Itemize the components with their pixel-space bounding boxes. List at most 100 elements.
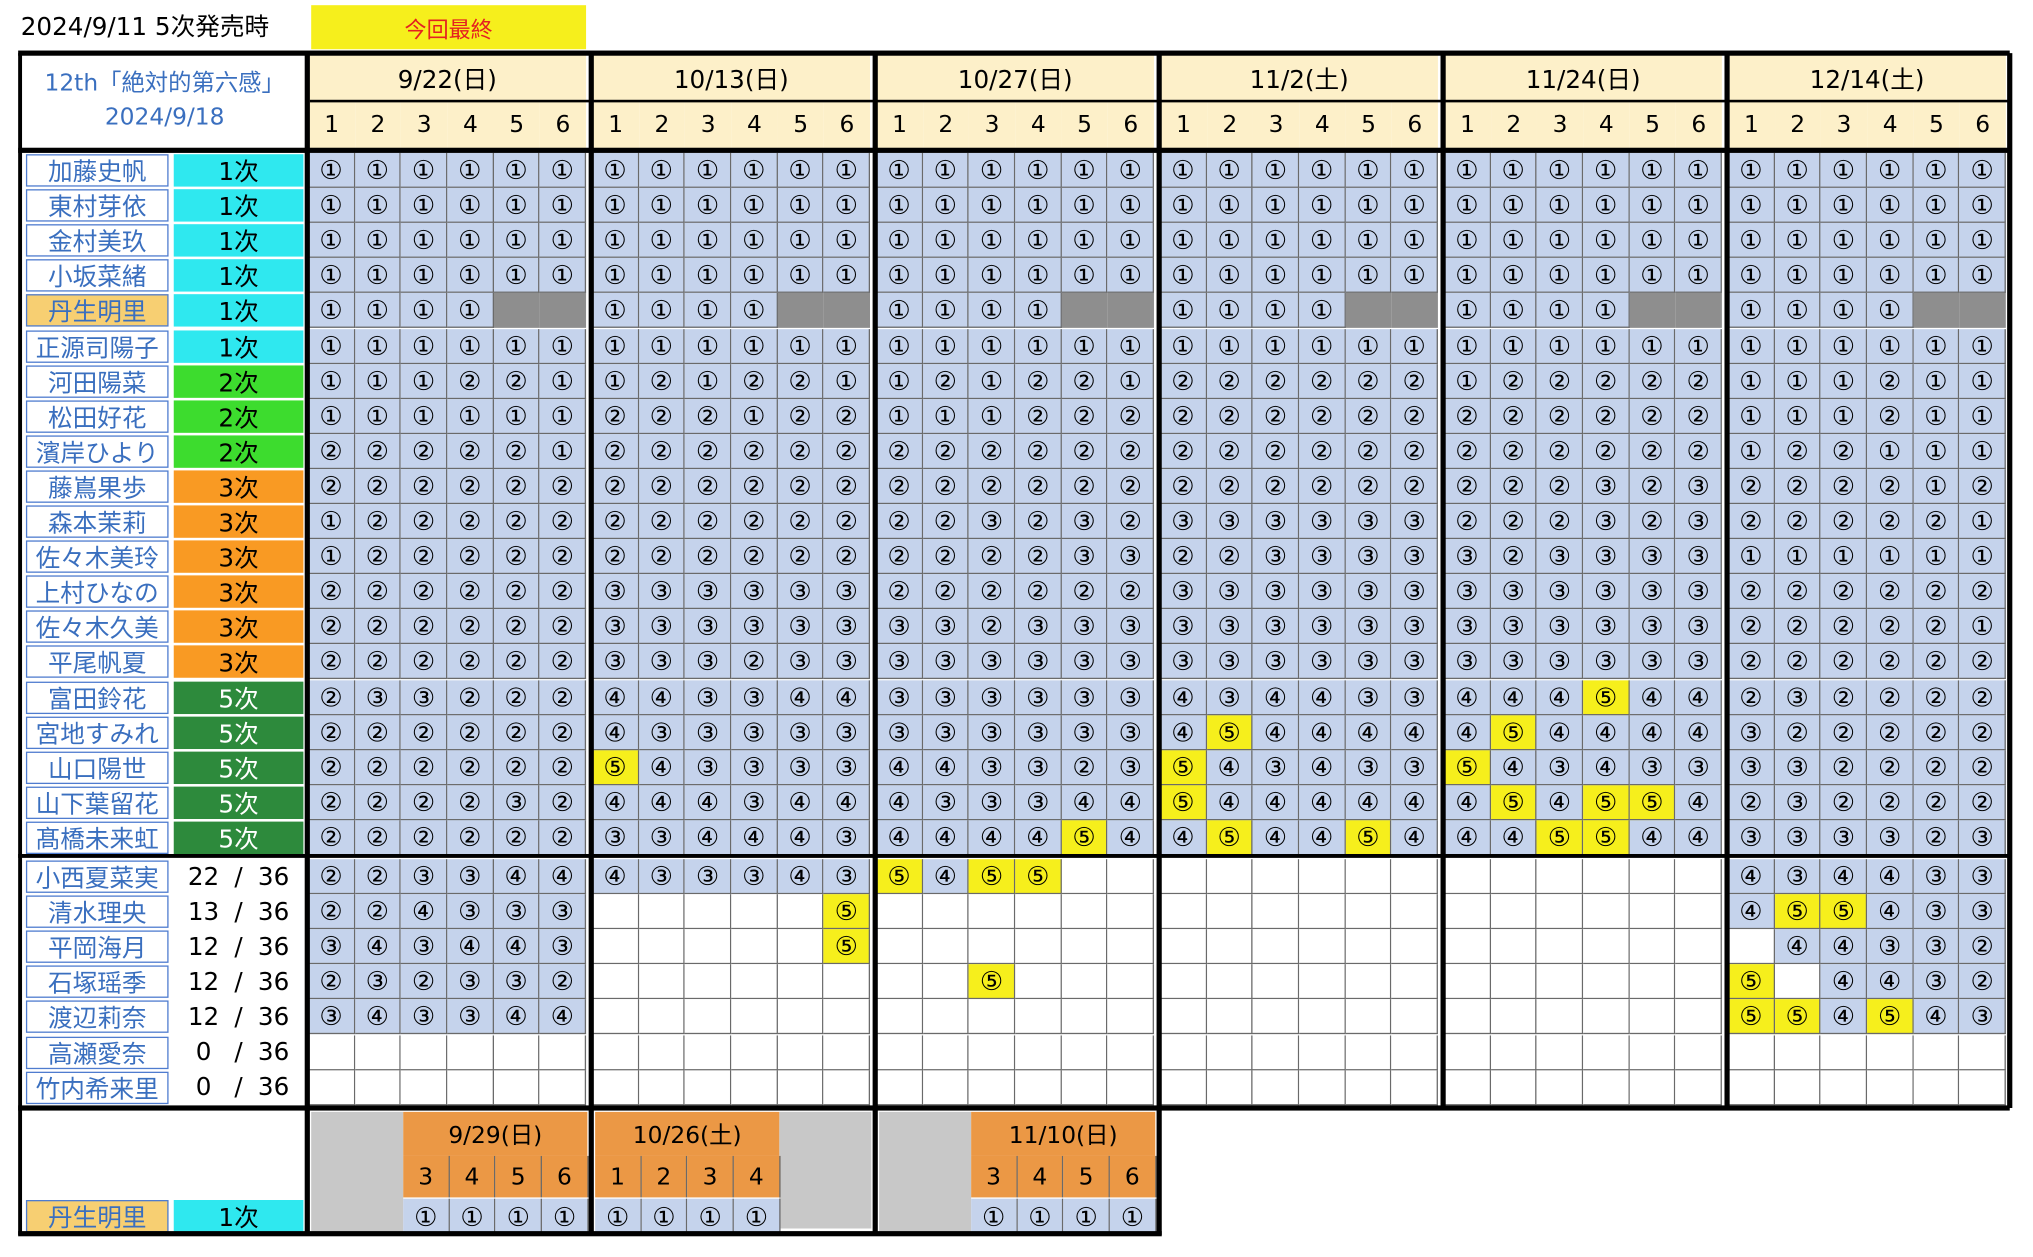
member-name: 加藤史帆 bbox=[25, 154, 169, 187]
draw-cell: ③ bbox=[447, 859, 494, 895]
draw-cell: ② bbox=[493, 679, 540, 715]
draw-cell: ③ bbox=[1959, 859, 2006, 895]
pending-count: 12 bbox=[187, 967, 220, 997]
draw-cell: ③ bbox=[1774, 679, 1821, 715]
draw-cell: ① bbox=[1536, 223, 1584, 259]
draw-cell: ③ bbox=[1675, 539, 1722, 575]
empty-cell bbox=[493, 1034, 540, 1070]
draw-cell: ② bbox=[1774, 433, 1821, 469]
draw-cell: ① bbox=[539, 188, 587, 224]
empty-cell bbox=[1299, 964, 1346, 1000]
draw-cell: ① bbox=[1015, 328, 1062, 364]
unavailable-cell bbox=[1959, 293, 2006, 329]
draw-cell: ② bbox=[1774, 574, 1821, 610]
draw-cell: ③ bbox=[1583, 644, 1630, 680]
draw-cell: ① bbox=[876, 258, 923, 294]
draw-cell: ② bbox=[1061, 363, 1108, 399]
draw-cell: ① bbox=[1913, 223, 1960, 259]
empty-cell bbox=[685, 1069, 732, 1105]
draw-cell: ① bbox=[685, 223, 732, 259]
draw-cell: ① bbox=[539, 433, 587, 469]
draw-cell: ③ bbox=[1675, 749, 1722, 786]
unavailable-cell bbox=[823, 293, 871, 329]
draw-cell: ② bbox=[1160, 433, 1207, 469]
part-header: 5 bbox=[493, 101, 540, 150]
draw-cell: ④ bbox=[1160, 679, 1207, 715]
draw-cell: ② bbox=[1774, 644, 1821, 680]
draw-cell: ④ bbox=[592, 785, 639, 821]
draw-cell: ③ bbox=[1675, 574, 1722, 610]
draw-cell: ③ bbox=[1444, 574, 1491, 610]
draw-cell: ④ bbox=[1629, 714, 1676, 750]
empty-cell bbox=[1490, 1034, 1537, 1070]
empty-cell bbox=[1160, 859, 1207, 895]
draw-cell: ① bbox=[1391, 152, 1438, 189]
draw-cell: ① bbox=[1299, 188, 1346, 224]
draw-cell: ① bbox=[1444, 363, 1491, 399]
empty-cell bbox=[1629, 929, 1676, 965]
pending-name: 高瀬愛奈 bbox=[25, 1036, 169, 1069]
extra-part-header: 3 bbox=[971, 1155, 1018, 1198]
empty-cell bbox=[731, 964, 778, 1000]
draw-cell: ② bbox=[1490, 504, 1537, 540]
empty-cell bbox=[777, 1069, 824, 1105]
draw-cell: ① bbox=[1061, 152, 1108, 189]
draw-cell: ① bbox=[493, 223, 540, 259]
empty-cell bbox=[1345, 964, 1392, 1000]
draw-cell: ① bbox=[1345, 258, 1392, 294]
empty-cell bbox=[1206, 964, 1253, 1000]
empty-cell bbox=[1061, 999, 1108, 1035]
empty-cell bbox=[922, 1069, 969, 1105]
draw-cell: ② bbox=[777, 468, 824, 505]
draw-cell: ① bbox=[731, 258, 778, 294]
part-header: 5 bbox=[1913, 101, 1960, 150]
empty-cell bbox=[1913, 1069, 1960, 1105]
draw-cell: ① bbox=[1063, 1198, 1110, 1234]
draw-cell: ② bbox=[1345, 433, 1392, 469]
member-name: 松田好花 bbox=[25, 400, 169, 433]
empty-cell bbox=[1583, 999, 1630, 1035]
empty-cell bbox=[777, 964, 824, 1000]
draw-cell: ① bbox=[876, 223, 923, 259]
draw-cell: ② bbox=[1774, 609, 1821, 645]
draw-cell: ① bbox=[1583, 188, 1630, 224]
draw-cell: ④ bbox=[1444, 820, 1491, 856]
draw-cell: ② bbox=[493, 820, 540, 856]
draw-cell: ② bbox=[1728, 504, 1775, 540]
empty-cell bbox=[1444, 929, 1491, 965]
draw-cell: ① bbox=[493, 258, 540, 294]
extra-part-header: 5 bbox=[1063, 1155, 1110, 1198]
draw-cell: ④ bbox=[1490, 749, 1537, 786]
draw-cell: ③ bbox=[1490, 609, 1537, 645]
draw-cell: ① bbox=[1820, 223, 1868, 259]
draw-cell: ② bbox=[592, 504, 639, 540]
draw-cell: ③ bbox=[823, 609, 871, 645]
draw-cell: ④ bbox=[1391, 714, 1438, 750]
draw-cell: ② bbox=[1299, 433, 1346, 469]
draw-cell: ② bbox=[308, 609, 355, 645]
draw-cell: ① bbox=[1252, 223, 1300, 259]
draw-cell: ④ bbox=[401, 894, 448, 930]
empty-cell bbox=[1015, 929, 1062, 965]
draw-cell: ② bbox=[1107, 574, 1154, 610]
draw-cell: ② bbox=[354, 504, 402, 540]
part-header: 3 bbox=[1820, 101, 1868, 150]
member-name: 佐々木美玲 bbox=[25, 540, 169, 574]
extra-part-header: 6 bbox=[541, 1155, 589, 1198]
draw-cell: ② bbox=[1820, 468, 1868, 505]
empty-cell bbox=[1536, 859, 1584, 895]
draw-cell: ① bbox=[1774, 539, 1821, 575]
draw-cell: ① bbox=[685, 363, 732, 399]
empty-cell bbox=[876, 964, 923, 1000]
empty-cell bbox=[1345, 1034, 1392, 1070]
empty-cell bbox=[731, 894, 778, 930]
draw-cell: ② bbox=[1015, 574, 1062, 610]
draw-cell: ③ bbox=[685, 609, 732, 645]
draw-cell: ③ bbox=[823, 859, 871, 895]
draw-cell: ① bbox=[447, 188, 494, 224]
draw-cell: ② bbox=[447, 468, 494, 505]
draw-cell: ③ bbox=[1160, 504, 1207, 540]
draw-cell: ② bbox=[401, 574, 448, 610]
empty-cell bbox=[1160, 929, 1207, 965]
draw-cell: ② bbox=[539, 504, 587, 540]
